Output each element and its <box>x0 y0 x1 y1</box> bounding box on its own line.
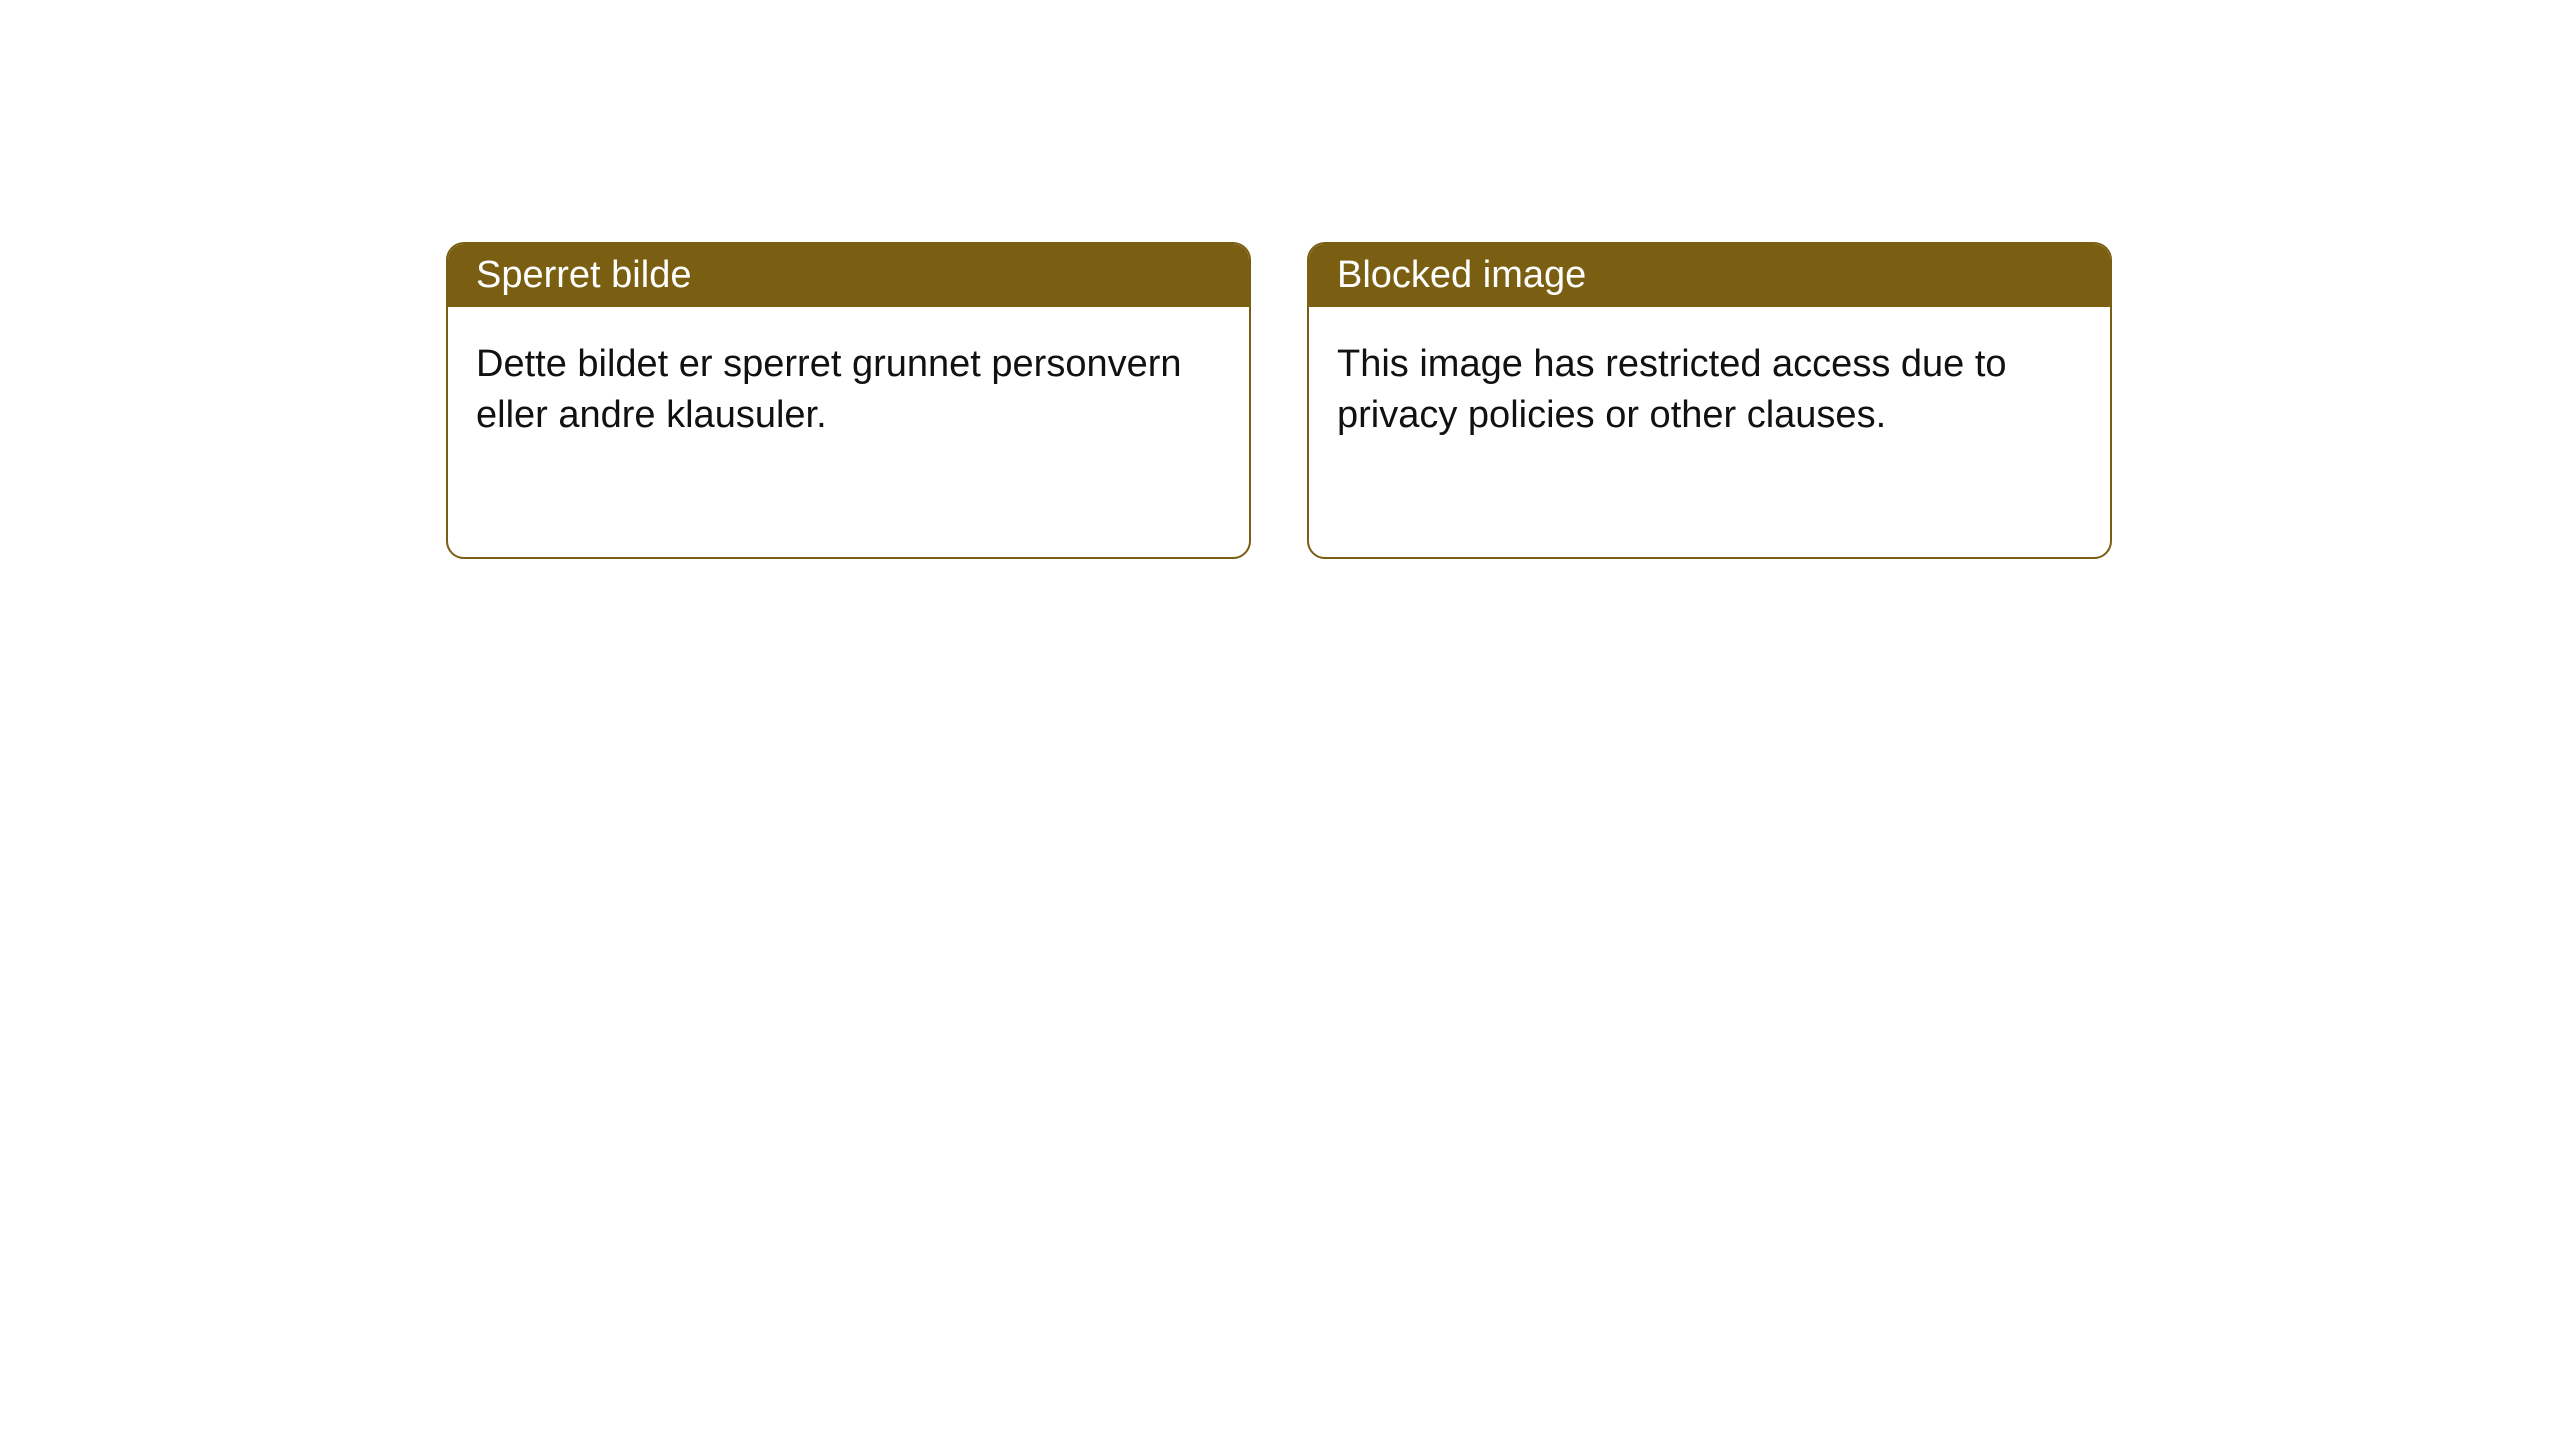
notice-header: Sperret bilde <box>448 244 1249 307</box>
notice-card-norwegian: Sperret bilde Dette bildet er sperret gr… <box>446 242 1251 559</box>
notice-body: Dette bildet er sperret grunnet personve… <box>448 307 1249 557</box>
notice-body: This image has restricted access due to … <box>1309 307 2110 557</box>
notice-title: Blocked image <box>1337 254 1586 296</box>
notice-title: Sperret bilde <box>476 254 691 296</box>
notice-header: Blocked image <box>1309 244 2110 307</box>
notice-body-text: Dette bildet er sperret grunnet personve… <box>476 343 1182 436</box>
notice-body-text: This image has restricted access due to … <box>1337 343 2007 436</box>
notice-container: Sperret bilde Dette bildet er sperret gr… <box>446 242 2112 559</box>
notice-card-english: Blocked image This image has restricted … <box>1307 242 2112 559</box>
